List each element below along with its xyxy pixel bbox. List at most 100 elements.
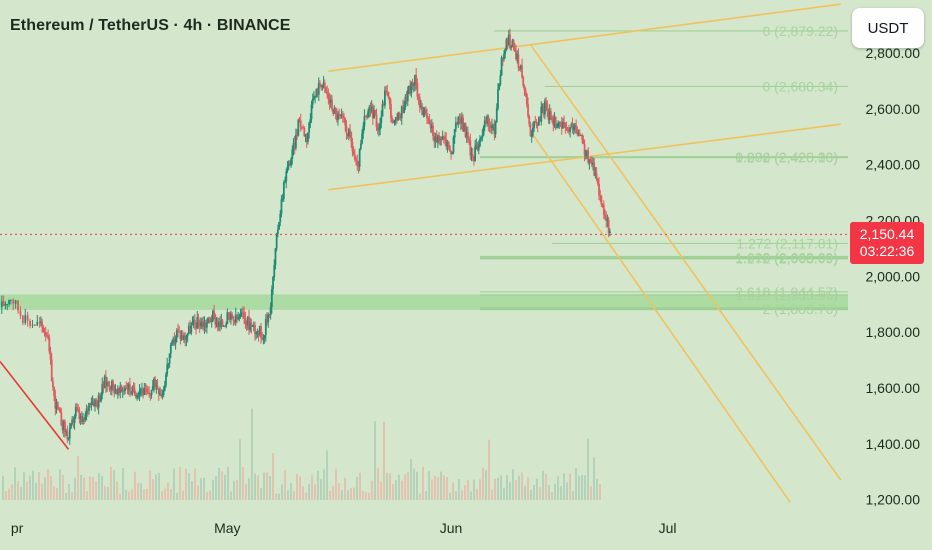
candle-body	[310, 104, 313, 120]
candle-body	[391, 118, 394, 122]
volume-bar	[170, 489, 172, 500]
volume-bar	[86, 491, 88, 500]
candle-body	[423, 109, 426, 113]
candles	[0, 28, 611, 445]
candle-body	[305, 134, 308, 143]
volume-bar	[323, 469, 325, 500]
candle-body	[19, 310, 22, 316]
candle-body	[510, 46, 513, 48]
candle-body	[197, 317, 200, 322]
candle-body	[475, 144, 478, 147]
candle-body	[479, 139, 481, 147]
fib-level-label: 1.272 (2,063.09)	[735, 251, 838, 267]
candle-body	[309, 119, 312, 123]
candle-body	[245, 324, 248, 326]
candle-body	[504, 49, 507, 54]
bar-countdown: 03:22:36	[859, 243, 915, 259]
volume-bar	[356, 476, 358, 500]
volume-bar	[536, 478, 538, 500]
volume-bar	[155, 474, 157, 500]
currency-button[interactable]: USDT	[852, 8, 924, 48]
candle-body	[493, 124, 496, 135]
candle-body	[511, 40, 514, 47]
candle-body	[554, 116, 557, 128]
candle-body	[299, 120, 302, 128]
candle-body	[569, 127, 572, 132]
volume-bar	[446, 476, 448, 500]
candle-body	[61, 425, 64, 431]
y-tick-label: 2,800.00	[866, 45, 921, 61]
candle-body	[559, 122, 562, 124]
candle-body	[109, 389, 112, 391]
candle-body	[248, 316, 250, 331]
candle-body	[568, 130, 570, 132]
volume-bar	[32, 470, 34, 500]
candle-body	[606, 219, 609, 222]
candle-body	[332, 109, 335, 114]
volume-bar	[500, 475, 502, 500]
candle-body	[462, 117, 464, 132]
volume-bar	[434, 475, 436, 500]
volume-bar	[527, 476, 529, 500]
volume-bar	[497, 477, 499, 500]
candle-body	[518, 67, 521, 70]
volume-bar	[425, 491, 427, 500]
candle-body	[100, 395, 102, 402]
volume-bar	[122, 467, 124, 500]
volume-bar	[314, 484, 316, 500]
candle-body	[545, 101, 547, 104]
candle-body	[231, 314, 234, 317]
candle-body	[533, 121, 535, 129]
candle-body	[238, 316, 241, 318]
volume-bar	[56, 487, 58, 500]
candle-body	[314, 96, 317, 98]
volume-bar	[38, 472, 40, 500]
candle-body	[150, 389, 153, 395]
candle-body	[26, 315, 29, 321]
candle-body	[473, 156, 475, 162]
candle-body	[557, 122, 560, 128]
candle-body	[424, 109, 427, 114]
volume-bar	[467, 480, 469, 500]
candle-body	[236, 314, 238, 319]
volume-bar	[293, 490, 295, 500]
candle-body	[454, 122, 457, 130]
volume-bar	[299, 476, 301, 500]
volume-bar	[359, 472, 361, 500]
candle-body	[301, 127, 303, 129]
candle-body	[214, 314, 217, 325]
candle-body	[282, 182, 285, 199]
candle-body	[315, 89, 318, 97]
volume-bars	[2, 408, 601, 500]
candle-body	[224, 325, 226, 327]
candle-body	[329, 99, 332, 104]
candle-body	[534, 121, 537, 123]
candle-body	[355, 159, 357, 161]
volume-bar	[503, 487, 505, 500]
candle-body	[42, 326, 45, 332]
volume-bar	[347, 490, 349, 500]
volume-bar	[2, 475, 4, 500]
candle-body	[382, 103, 385, 106]
candle-body	[362, 126, 365, 134]
candle-body	[112, 381, 114, 385]
candle-body	[485, 120, 487, 123]
candle-body	[14, 300, 17, 304]
candle-body	[113, 384, 116, 394]
candle-body	[56, 401, 59, 408]
candle-body	[345, 125, 348, 134]
candle-body	[575, 124, 578, 130]
volume-bar	[245, 483, 247, 500]
candle-body	[420, 106, 422, 108]
candle-body	[41, 321, 43, 327]
candle-body	[333, 108, 336, 114]
volume-bar	[206, 492, 208, 500]
volume-bar	[239, 439, 241, 500]
candle-body	[399, 113, 402, 119]
candle-body	[130, 391, 133, 395]
candle-body	[246, 316, 249, 326]
candle-body	[469, 140, 472, 156]
volume-bar	[542, 470, 544, 500]
candle-body	[377, 129, 380, 131]
